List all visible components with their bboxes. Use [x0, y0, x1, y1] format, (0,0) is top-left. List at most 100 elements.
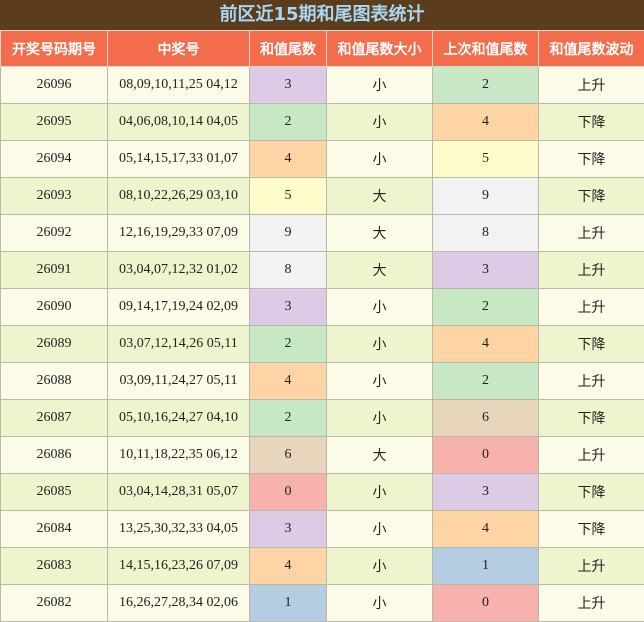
cell: 上升	[538, 251, 644, 289]
cell: 下降	[538, 103, 644, 141]
cell: 4	[249, 140, 327, 178]
title: 前区近15期和尾图表统计	[219, 4, 425, 25]
cell: 26089	[0, 325, 108, 363]
cell: 大	[326, 436, 433, 474]
cell: 3	[432, 251, 539, 289]
cell: 小	[326, 325, 433, 363]
cell: 下降	[538, 510, 644, 548]
cell: 12,16,19,29,33 07,09	[107, 214, 250, 252]
cell: 10,11,18,22,35 06,12	[107, 436, 250, 474]
cell: 3	[249, 66, 327, 104]
row: 26083 14,15,16,23,26 07,09 4 小 1 上升	[0, 547, 644, 585]
cell: 小	[326, 288, 433, 326]
cell: 上升	[538, 66, 644, 104]
header-cell: 和值尾数波动	[538, 30, 644, 67]
cell: 大	[326, 251, 433, 289]
cell: 小	[326, 140, 433, 178]
row: 26096 08,09,10,11,25 04,12 3 小 2 上升	[0, 66, 644, 104]
cell: 26084	[0, 510, 108, 548]
header-cell: 和值尾数	[249, 30, 327, 67]
cell: 1	[249, 584, 327, 622]
row: 26082 16,26,27,28,34 02,06 1 小 0 上升	[0, 584, 644, 622]
cell: 16,26,27,28,34 02,06	[107, 584, 250, 622]
cell: 上升	[538, 288, 644, 326]
cell: 03,09,11,24,27 05,11	[107, 362, 250, 400]
cell: 下降	[538, 399, 644, 437]
cell: 0	[249, 473, 327, 511]
row: 26094 05,14,15,17,33 01,07 4 小 5 下降	[0, 140, 644, 178]
cell: 13,25,30,32,33 04,05	[107, 510, 250, 548]
cell: 05,10,16,24,27 04,10	[107, 399, 250, 437]
cell: 03,04,14,28,31 05,07	[107, 473, 250, 511]
row: 26093 08,10,22,26,29 03,10 5 大 9 下降	[0, 177, 644, 215]
cell: 26082	[0, 584, 108, 622]
cell: 14,15,16,23,26 07,09	[107, 547, 250, 585]
cell: 8	[432, 214, 539, 252]
cell: 上升	[538, 547, 644, 585]
header-row: 开奖号码期号 中奖号 和值尾数 和值尾数大小 上次和值尾数 和值尾数波动	[0, 30, 644, 67]
cell: 4	[249, 362, 327, 400]
cell: 4	[249, 547, 327, 585]
header-cell: 上次和值尾数	[432, 30, 539, 67]
cell: 26090	[0, 288, 108, 326]
cell: 小	[326, 362, 433, 400]
cell: 26094	[0, 140, 108, 178]
row: 26087 05,10,16,24,27 04,10 2 小 6 下降	[0, 399, 644, 437]
row: 26084 13,25,30,32,33 04,05 3 小 4 下降	[0, 510, 644, 548]
cell: 26095	[0, 103, 108, 141]
cell: 09,14,17,19,24 02,09	[107, 288, 250, 326]
table-body: 26096 08,09,10,11,25 04,12 3 小 2 上升 26095 04,06…	[0, 66, 644, 622]
cell: 03,04,07,12,32 01,02	[107, 251, 250, 289]
row: 26091 03,04,07,12,32 01,02 8 大 3 上升	[0, 251, 644, 289]
cell: 26096	[0, 66, 108, 104]
cell: 4	[432, 510, 539, 548]
cell: 上升	[538, 214, 644, 252]
table: 开奖号码期号 中奖号 和值尾数 和值尾数大小 上次和值尾数 和值尾数波动 26096 08,…	[0, 30, 644, 622]
cell: 26093	[0, 177, 108, 215]
cell: 4	[432, 325, 539, 363]
cell: 小	[326, 399, 433, 437]
cell: 小	[326, 473, 433, 511]
cell: 下降	[538, 325, 644, 363]
row: 26092 12,16,19,29,33 07,09 9 大 8 上升	[0, 214, 644, 252]
cell: 5	[249, 177, 327, 215]
header-cell: 中奖号	[107, 30, 250, 67]
cell: 26085	[0, 473, 108, 511]
cell: 05,14,15,17,33 01,07	[107, 140, 250, 178]
cell: 04,06,08,10,14 04,05	[107, 103, 250, 141]
header-cell: 和值尾数大小	[326, 30, 433, 67]
cell: 2	[249, 325, 327, 363]
cell: 6	[249, 436, 327, 474]
row: 26085 03,04,14,28,31 05,07 0 小 3 下降	[0, 473, 644, 511]
cell: 6	[432, 399, 539, 437]
cell: 9	[432, 177, 539, 215]
cell: 上升	[538, 362, 644, 400]
row: 26086 10,11,18,22,35 06,12 6 大 0 上升	[0, 436, 644, 474]
header-cell: 开奖号码期号	[0, 30, 108, 67]
cell: 1	[432, 547, 539, 585]
cell: 下降	[538, 473, 644, 511]
cell: 下降	[538, 177, 644, 215]
cell: 小	[326, 584, 433, 622]
cell: 大	[326, 177, 433, 215]
cell: 08,10,22,26,29 03,10	[107, 177, 250, 215]
cell: 26088	[0, 362, 108, 400]
cell: 小	[326, 547, 433, 585]
cell: 08,09,10,11,25 04,12	[107, 66, 250, 104]
cell: 2	[432, 66, 539, 104]
row: 26088 03,09,11,24,27 05,11 4 小 2 上升	[0, 362, 644, 400]
cell: 上升	[538, 584, 644, 622]
cell: 26092	[0, 214, 108, 252]
cell: 9	[249, 214, 327, 252]
cell: 2	[432, 288, 539, 326]
cell: 小	[326, 66, 433, 104]
cell: 上升	[538, 436, 644, 474]
cell: 0	[432, 584, 539, 622]
cell: 03,07,12,14,26 05,11	[107, 325, 250, 363]
row: 26089 03,07,12,14,26 05,11 2 小 4 下降	[0, 325, 644, 363]
cell: 小	[326, 103, 433, 141]
cell: 26087	[0, 399, 108, 437]
cell: 5	[432, 140, 539, 178]
cell: 26086	[0, 436, 108, 474]
